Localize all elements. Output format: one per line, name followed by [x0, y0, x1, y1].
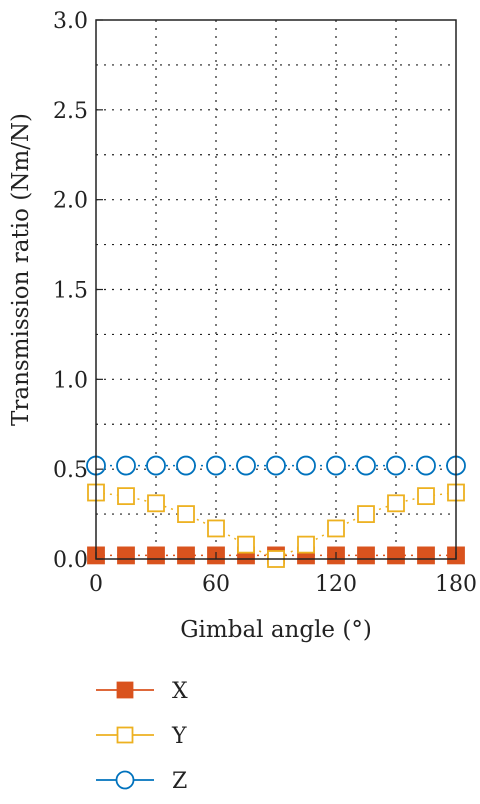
x-tick-label: 0 — [89, 572, 103, 597]
legend: XYZ — [96, 679, 188, 794]
tick-labels: 0 60 120 180 0.0 0.5 1.0 1.5 2.0 2.5 3.0 — [53, 9, 477, 597]
data-point-z — [236, 455, 256, 476]
data-point-x — [417, 546, 435, 565]
x-tick-label: 60 — [202, 572, 230, 597]
legend-item-z: Z — [96, 769, 187, 794]
y-tick-label: 2.5 — [53, 99, 88, 124]
legend-label: X — [172, 679, 188, 704]
y-tick-label: 1.5 — [53, 279, 88, 304]
y-tick-label: 0.0 — [53, 548, 88, 573]
data-point-y — [147, 494, 165, 513]
data-point-y — [297, 535, 315, 554]
data-point-x — [117, 546, 135, 565]
y-tick-label: 0.5 — [53, 458, 88, 483]
data-point-y — [327, 519, 345, 538]
data-point-z — [356, 455, 376, 476]
legend-label: Z — [172, 769, 187, 794]
data-point-z — [176, 455, 196, 476]
data-point-y — [117, 487, 135, 506]
data-point-y — [237, 535, 255, 554]
y-tick-label: 2.0 — [53, 189, 88, 214]
data-point-z — [326, 455, 346, 476]
data-point-x — [387, 546, 405, 565]
data-marks — [86, 455, 466, 568]
legend-marker — [115, 770, 135, 790]
data-point-y — [387, 494, 405, 513]
legend-marker — [116, 726, 134, 744]
data-point-y — [177, 505, 195, 523]
data-point-x — [177, 546, 195, 565]
data-point-z — [266, 455, 286, 476]
y-tick-label: 1.0 — [53, 368, 88, 393]
data-point-x — [357, 546, 375, 565]
data-point-z — [296, 455, 316, 476]
legend-item-y: Y — [96, 724, 187, 749]
data-point-z — [206, 455, 226, 476]
y-axis-title: Transmission ratio (Nm/N) — [8, 113, 34, 426]
x-tick-label: 180 — [435, 572, 477, 597]
series-z — [86, 455, 466, 476]
x-tick-label: 120 — [315, 572, 357, 597]
data-point-y — [357, 505, 375, 523]
legend-label: Y — [171, 724, 187, 749]
data-point-y — [417, 487, 435, 506]
grid-lines — [96, 20, 456, 559]
data-point-z — [386, 455, 406, 476]
data-point-y — [207, 519, 225, 538]
data-point-z — [146, 455, 166, 476]
data-point-z — [116, 455, 136, 476]
data-point-z — [416, 455, 436, 476]
y-tick-label: 3.0 — [53, 9, 88, 34]
legend-marker — [116, 681, 134, 699]
x-axis-title: Gimbal angle (°) — [180, 617, 372, 643]
legend-item-x: X — [96, 679, 188, 704]
data-point-x — [147, 546, 165, 565]
